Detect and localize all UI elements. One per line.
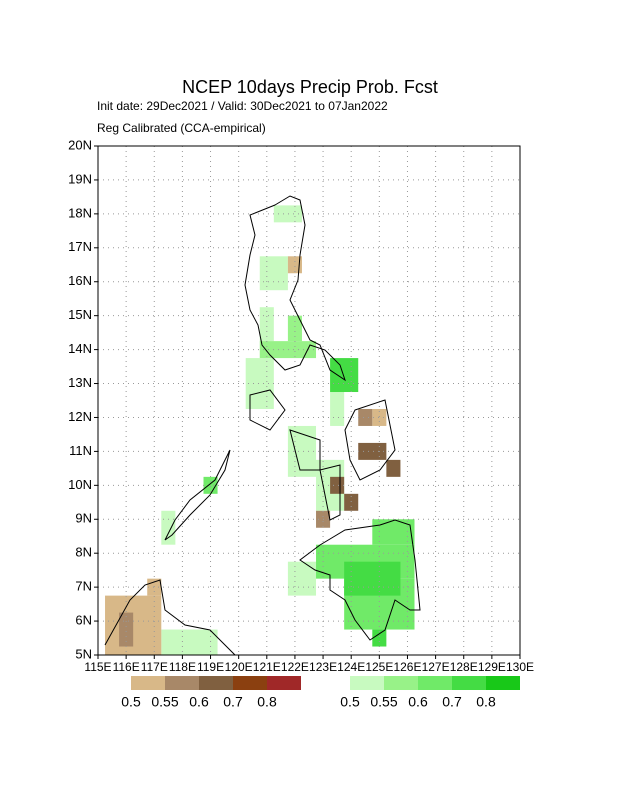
wet-cell bbox=[259, 341, 317, 359]
legend-swatch bbox=[418, 676, 452, 690]
y-tick-label: 12N bbox=[68, 409, 92, 424]
legend-swatch bbox=[350, 676, 384, 690]
legend-swatch bbox=[486, 676, 520, 690]
chart-title: NCEP 10days Precip Prob. Fcst bbox=[182, 77, 438, 97]
legend-label: 0.7 bbox=[442, 694, 462, 710]
legend-label: 0.7 bbox=[223, 694, 243, 710]
legend-swatch bbox=[267, 676, 301, 690]
y-tick-label: 7N bbox=[75, 579, 92, 594]
y-tick-label: 16N bbox=[68, 273, 92, 288]
palawan bbox=[164, 449, 231, 541]
x-tick-label: 120E bbox=[225, 660, 253, 674]
y-tick-label: 13N bbox=[68, 375, 92, 390]
legend-swatch bbox=[233, 676, 267, 690]
x-tick-label: 124E bbox=[337, 660, 365, 674]
y-tick-label: 14N bbox=[68, 341, 92, 356]
x-tick-label: 116E bbox=[113, 660, 140, 674]
coastline bbox=[104, 195, 421, 656]
x-tick-label: 127E bbox=[422, 660, 450, 674]
y-tick-label: 18N bbox=[68, 205, 92, 220]
dry-cell bbox=[119, 612, 134, 647]
y-tick-label: 17N bbox=[68, 239, 92, 254]
samar-leyte bbox=[344, 399, 396, 481]
legend-label: 0.55 bbox=[151, 694, 178, 710]
y-tick-label: 9N bbox=[75, 511, 92, 526]
borneo bbox=[104, 579, 236, 656]
y-tick-label: 15N bbox=[68, 307, 92, 322]
dry-cell bbox=[386, 459, 401, 477]
mindanao bbox=[299, 519, 421, 641]
mindoro bbox=[249, 389, 286, 431]
x-tick-label: 129E bbox=[478, 660, 506, 674]
y-tick-label: 10N bbox=[68, 477, 92, 492]
x-tick-label: 121E bbox=[253, 660, 281, 674]
negros bbox=[319, 464, 341, 521]
dry-cell bbox=[372, 408, 387, 426]
x-tick-label: 123E bbox=[309, 660, 337, 674]
y-tick-label: 5N bbox=[75, 646, 92, 661]
legend-label: 0.8 bbox=[257, 694, 277, 710]
legend-label: 0.8 bbox=[476, 694, 496, 710]
legend: 0.5 0.55 0.6 0.7 0.8 0.5 0.55 0.6 0.7 0.8 bbox=[121, 676, 520, 710]
legend-swatch bbox=[384, 676, 418, 690]
wet-cell bbox=[330, 358, 359, 393]
x-tick-label: 117E bbox=[141, 660, 168, 674]
plot-frame bbox=[97, 145, 521, 656]
dry-cell bbox=[358, 442, 387, 460]
x-tick-label: 119E bbox=[197, 660, 224, 674]
wet-cell bbox=[372, 629, 387, 647]
legend-swatch bbox=[199, 676, 233, 690]
grid: 115E 116E 117E 118E 119E 120E 121E 122E 123E 124E… bbox=[68, 137, 534, 674]
dry-cell bbox=[344, 493, 359, 511]
legend-label: 0.55 bbox=[370, 694, 397, 710]
wet-cell bbox=[344, 561, 401, 596]
x-tick-label: 128E bbox=[450, 660, 478, 674]
x-tick-label: 115E bbox=[84, 660, 111, 674]
y-tick-label: 19N bbox=[68, 171, 92, 186]
y-tick-label: 11N bbox=[69, 443, 92, 458]
subtitle: Init date: 29Dec2021 / Valid: 30Dec2021 … bbox=[97, 99, 388, 113]
wet-cell bbox=[287, 561, 317, 596]
legend-label: 0.5 bbox=[340, 694, 360, 710]
wet-cell bbox=[372, 519, 415, 545]
y-tick-label: 6N bbox=[75, 613, 92, 628]
legend-swatch bbox=[131, 676, 165, 690]
x-tick-label: 118E bbox=[169, 660, 196, 674]
x-tick-label: 125E bbox=[365, 660, 393, 674]
legend-swatch bbox=[165, 676, 199, 690]
note: Reg Calibrated (CCA-empirical) bbox=[97, 121, 266, 135]
luzon bbox=[244, 195, 346, 382]
wet-cell bbox=[161, 629, 218, 655]
y-tick-label: 20N bbox=[68, 137, 92, 152]
legend-swatch bbox=[452, 676, 486, 690]
x-tick-label: 122E bbox=[281, 660, 309, 674]
legend-label: 0.6 bbox=[189, 694, 209, 710]
y-tick-label: 8N bbox=[75, 545, 92, 560]
wet-cell bbox=[287, 315, 302, 342]
legend-label: 0.6 bbox=[408, 694, 428, 710]
cells bbox=[105, 205, 415, 655]
wet-cell bbox=[161, 510, 176, 545]
legend-label: 0.5 bbox=[121, 694, 141, 710]
dry-cell bbox=[330, 476, 345, 494]
wet-cell bbox=[273, 205, 302, 223]
wet-cell bbox=[259, 256, 288, 291]
x-tick-label: 130E bbox=[506, 660, 534, 674]
x-tick-label: 126E bbox=[393, 660, 421, 674]
dry-cell bbox=[358, 408, 373, 426]
